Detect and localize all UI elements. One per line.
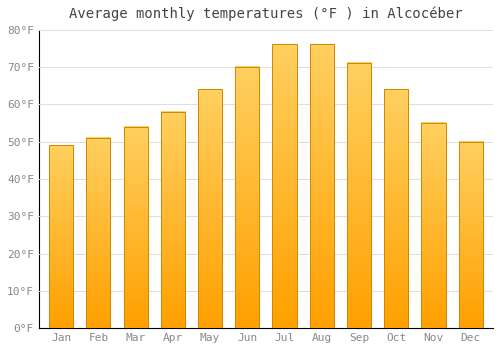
Bar [49, 145, 73, 328]
Bar [124, 127, 148, 328]
Bar [198, 89, 222, 328]
Bar [235, 67, 260, 328]
Bar [347, 63, 371, 328]
Title: Average monthly temperatures (°F ) in Alcocéber: Average monthly temperatures (°F ) in Al… [69, 7, 462, 21]
Bar [160, 112, 185, 328]
Bar [458, 141, 483, 328]
Bar [310, 44, 334, 328]
Bar [272, 44, 296, 328]
Bar [86, 138, 110, 328]
Bar [384, 89, 408, 328]
Bar [422, 123, 446, 328]
